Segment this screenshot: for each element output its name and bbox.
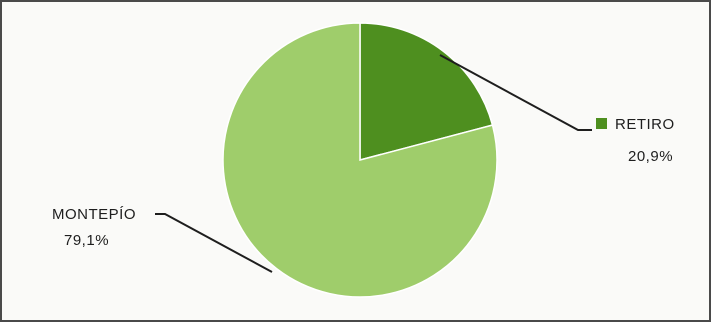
leader-line-montepio (155, 213, 273, 273)
pie-slices (222, 22, 498, 298)
pie-slice-montepio (222, 22, 498, 298)
leader-line-retiro (439, 54, 592, 131)
slice-label-montepio: MONTEPÍO (52, 206, 136, 223)
pie-slice-retiro (359, 22, 494, 161)
slice-value-retiro: 20,9% (628, 148, 673, 165)
legend-marker-retiro (596, 118, 607, 129)
slice-label-retiro: RETIRO (615, 116, 675, 133)
slice-value-montepio: 79,1% (64, 232, 109, 249)
